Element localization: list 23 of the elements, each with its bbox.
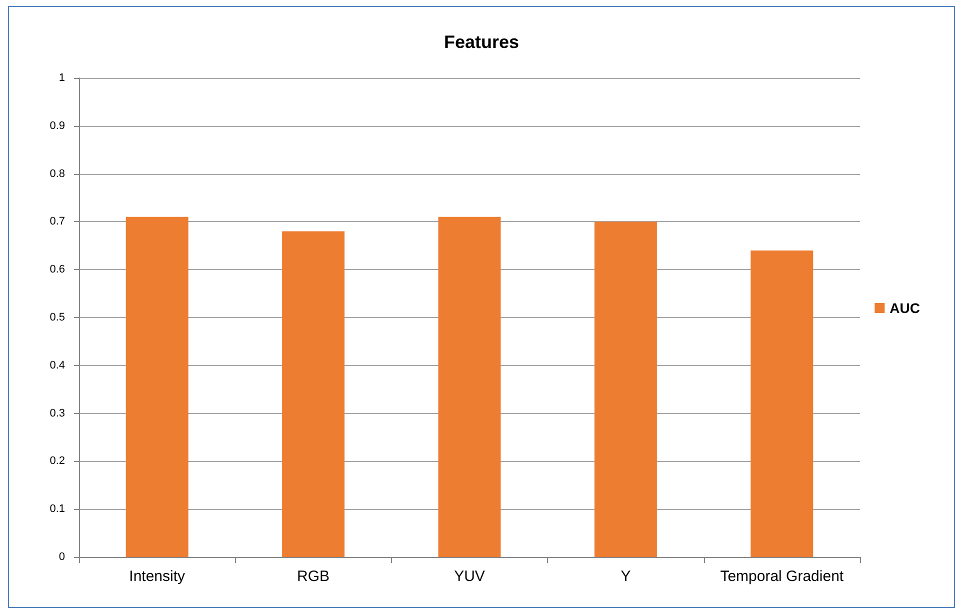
y-tick-label: 0.8 bbox=[50, 168, 65, 180]
legend-label: AUC bbox=[890, 300, 920, 316]
y-tick-label: 0.7 bbox=[50, 216, 65, 228]
y-tick-label: 0.5 bbox=[50, 312, 65, 324]
x-tick-label: Intensity bbox=[129, 568, 186, 585]
y-tick-label: 0.1 bbox=[50, 503, 65, 516]
y-tick-label: 0.6 bbox=[50, 264, 65, 276]
x-tick-label: Y bbox=[620, 568, 631, 585]
y-tick-label: 0.2 bbox=[50, 455, 65, 468]
y-tick-label: 0.9 bbox=[50, 120, 65, 132]
x-tick-label: YUV bbox=[454, 568, 485, 585]
y-tick-label: 0 bbox=[58, 551, 65, 563]
bar bbox=[126, 216, 188, 557]
x-tick-label: Temporal Gradient bbox=[720, 568, 844, 585]
bar bbox=[594, 222, 657, 557]
y-tick-label: 1 bbox=[58, 72, 65, 84]
chart-title: Features bbox=[444, 32, 520, 52]
y-tick-label: 0.3 bbox=[50, 407, 65, 420]
x-tick-label: RGB bbox=[297, 568, 330, 585]
bar bbox=[750, 250, 814, 557]
bar bbox=[438, 216, 501, 557]
bar bbox=[282, 231, 345, 557]
y-tick-label: 0.4 bbox=[50, 359, 65, 372]
